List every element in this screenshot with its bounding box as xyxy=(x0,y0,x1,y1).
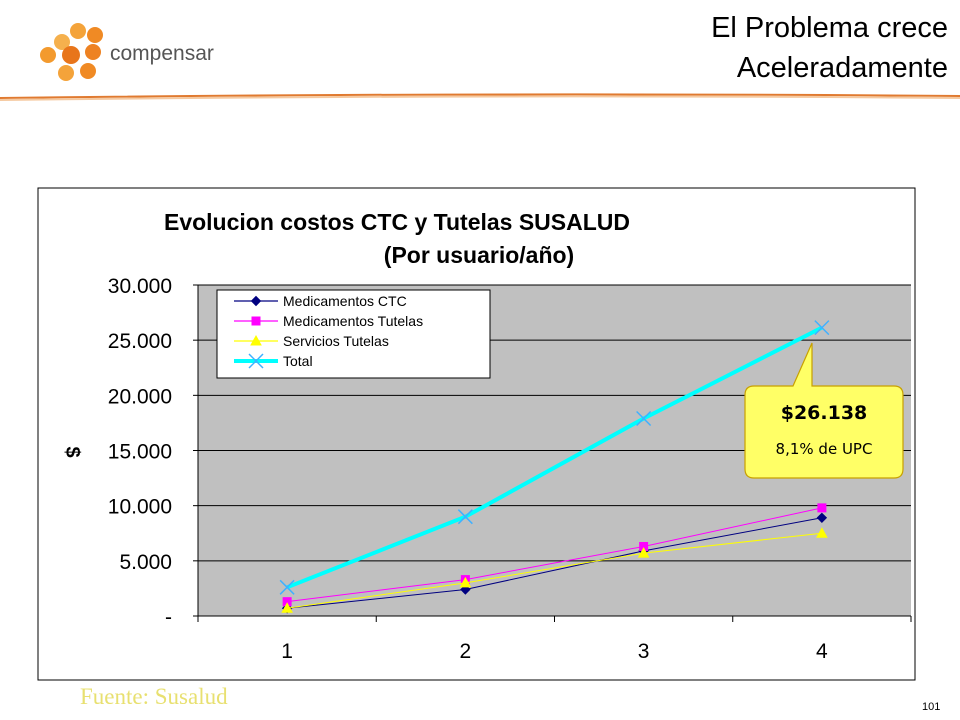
legend-label: Medicamentos CTC xyxy=(283,293,407,309)
data-point-diamond xyxy=(816,512,828,524)
x-tick-label: 1 xyxy=(281,640,293,663)
slide-title: El Problema crece Aceleradamente xyxy=(711,8,948,88)
legend-entry: Total xyxy=(234,353,313,369)
x-marker-stroke xyxy=(248,353,264,369)
series-lines xyxy=(279,320,830,614)
legend-entry: Medicamentos Tutelas xyxy=(234,313,423,329)
logo-dots-icon xyxy=(40,23,103,81)
series-line xyxy=(287,507,822,603)
data-point-x xyxy=(248,353,264,369)
legend: Medicamentos CTC Medicamentos Tutelas Serv… xyxy=(216,289,491,379)
total-callout: $26.138 8,1% de UPC xyxy=(744,342,904,479)
series-total xyxy=(279,320,830,595)
callout-value: $26.138 xyxy=(781,402,868,424)
data-point-square xyxy=(251,316,261,326)
series-line xyxy=(286,325,823,590)
data-point-triangle xyxy=(816,527,828,538)
series-line xyxy=(287,517,822,609)
series-servicios-tutelas xyxy=(281,527,828,613)
x-marker-stroke xyxy=(636,410,652,427)
x-tick-label: 4 xyxy=(816,640,828,663)
chart-title-line1: Evolucion costos CTC y Tutelas SUSALUD xyxy=(164,209,630,235)
chart-title-line2: (Por usuario/año) xyxy=(384,242,574,268)
logo-text: compensar xyxy=(110,42,214,65)
x-tick-label: 3 xyxy=(638,640,650,663)
data-point-x xyxy=(279,579,295,595)
y-tick-label: 15.000 xyxy=(108,441,172,464)
x-marker-stroke xyxy=(457,509,473,525)
y-tick-label: - xyxy=(165,606,172,629)
source-note: Fuente: Susalud xyxy=(80,684,228,709)
data-point-triangle xyxy=(250,334,262,346)
compensar-logo: compensar xyxy=(40,23,214,81)
y-tick-label: 25.000 xyxy=(108,330,172,353)
data-point-diamond xyxy=(250,295,262,307)
slide-title-line2: Aceleradamente xyxy=(736,52,948,84)
page-number: 101 xyxy=(922,701,941,713)
data-point-triangle xyxy=(459,576,472,588)
callout-bubble xyxy=(744,342,904,479)
legend-entry: Medicamentos CTC xyxy=(234,293,407,309)
data-point-square xyxy=(817,503,827,513)
legend-label: Servicios Tutelas xyxy=(283,333,389,349)
series-line xyxy=(287,532,822,609)
y-tick-label: 10.000 xyxy=(108,496,172,519)
legend-entry: Servicios Tutelas xyxy=(234,333,389,349)
slide-title-line1: El Problema crece xyxy=(711,12,948,44)
y-axis-ticks: - 5.000 10.000 15.000 20.000 25.000 30.000 xyxy=(108,275,911,629)
y-tick-label: 20.000 xyxy=(108,385,172,408)
legend-box xyxy=(216,289,491,379)
x-tick-label: 2 xyxy=(460,640,472,663)
data-point-x xyxy=(636,410,652,427)
header-divider xyxy=(0,93,960,101)
legend-label: Medicamentos Tutelas xyxy=(283,313,423,329)
x-axis-ticks: 1 2 3 4 xyxy=(197,616,912,663)
x-marker-stroke xyxy=(814,320,830,336)
data-point-triangle xyxy=(281,602,293,613)
x-marker-stroke xyxy=(279,579,295,595)
data-point-x xyxy=(457,509,473,525)
y-axis-label: $ xyxy=(61,446,83,457)
y-tick-label: 5.000 xyxy=(119,551,172,574)
data-point-x xyxy=(814,320,830,336)
legend-label: Total xyxy=(283,353,313,369)
callout-note: 8,1% de UPC xyxy=(776,440,873,458)
data-point-triangle xyxy=(637,547,650,558)
y-tick-label: 30.000 xyxy=(108,275,172,298)
